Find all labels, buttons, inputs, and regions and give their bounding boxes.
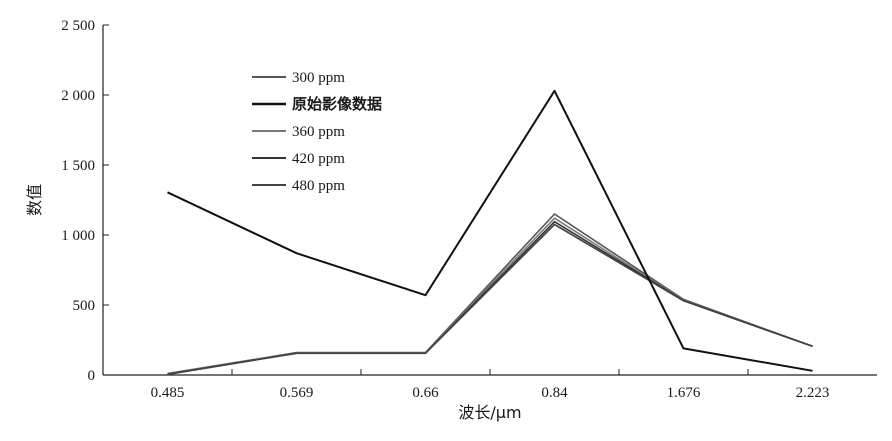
y-tick-label: 2 000 [61, 88, 95, 104]
y-tick-label: 2 500 [61, 18, 95, 34]
y-tick-label: 500 [73, 298, 96, 314]
x-tick-label: 0.84 [541, 385, 568, 401]
series-lines [167, 89, 813, 376]
y-tick-label: 1 500 [61, 158, 95, 174]
legend-label: 原始影像数据 [292, 95, 382, 113]
legend-label: 420 ppm [292, 151, 345, 167]
y-axis-title: 数值 [25, 184, 44, 216]
x-tick-label: 0.485 [151, 385, 185, 401]
series-line-4 [167, 220, 813, 375]
y-tick-label: 1 000 [61, 228, 95, 244]
legend-label: 360 ppm [292, 124, 345, 140]
series-line-5 [167, 223, 813, 376]
axes [102, 25, 877, 376]
x-tick-label: 0.66 [412, 385, 439, 401]
x-axis-title: 波长/μm [458, 403, 521, 422]
series-line-3 [167, 217, 813, 375]
y-tick-label: 0 [88, 368, 96, 384]
x-tick-label: 1.676 [667, 385, 701, 401]
x-axis-ticks: 0.485 0.569 0.66 0.84 1.676 2.223 [151, 369, 830, 401]
y-axis-ticks: 0 500 1 000 1 500 2 000 2 500 [61, 18, 109, 384]
series-line-2 [167, 89, 813, 372]
x-tick-label: 2.223 [796, 385, 830, 401]
legend: 300 ppm 原始影像数据 360 ppm 420 ppm 480 ppm [252, 70, 382, 194]
x-tick-label: 0.569 [280, 385, 314, 401]
legend-label: 300 ppm [292, 70, 345, 86]
legend-label: 480 ppm [292, 178, 345, 194]
